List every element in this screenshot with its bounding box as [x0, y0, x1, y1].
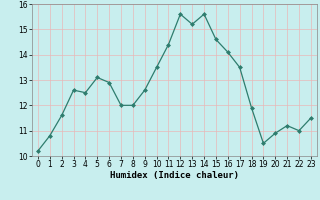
X-axis label: Humidex (Indice chaleur): Humidex (Indice chaleur): [110, 171, 239, 180]
